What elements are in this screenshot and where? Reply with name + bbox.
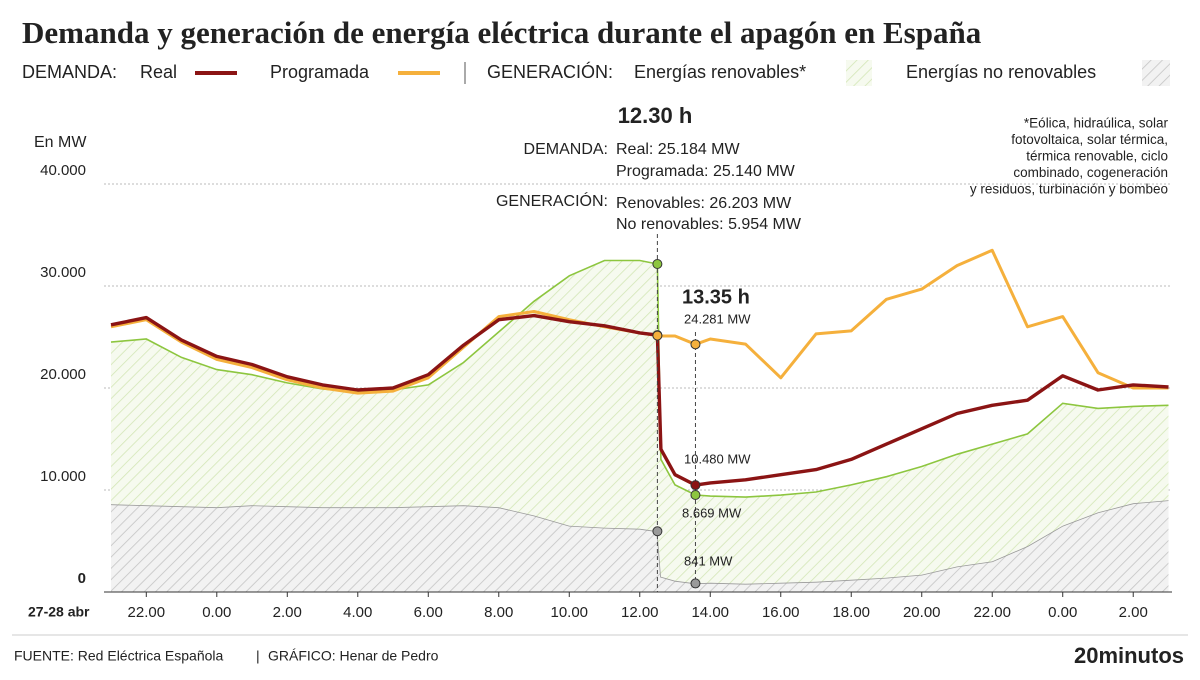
annotation-time: 13.35 h <box>682 286 750 308</box>
line <box>110 313 1169 487</box>
legend-label: Real <box>140 62 177 82</box>
x-tick-label: 20.00 <box>903 604 941 621</box>
annotation: Programada: 25.140 MW <box>616 163 796 180</box>
x-axis-label: 27-28 abr <box>28 604 90 620</box>
dots <box>652 258 701 589</box>
annotation: DEMANDA: <box>524 141 608 158</box>
annotation: 8.669 MW <box>682 505 742 520</box>
x-tick-label: 18.00 <box>832 604 870 621</box>
x-tick-label: 0.00 <box>1048 604 1077 621</box>
legend-group: GENERACIÓN: <box>487 61 613 82</box>
area <box>111 260 1169 584</box>
footnote-line: térmica renovable, ciclo <box>1026 149 1168 164</box>
footnote-line: *Eólica, hidraúlica, solar <box>1024 116 1169 131</box>
annotation: GENERACIÓN: <box>496 191 608 210</box>
y-axis-label: En MW <box>34 134 87 151</box>
legend-swatch <box>846 60 872 86</box>
point <box>652 526 663 537</box>
x-tick-label: 2.00 <box>273 604 302 621</box>
source: FUENTE: Red Eléctrica Española <box>14 648 224 664</box>
point <box>690 339 701 350</box>
chart-title: Demanda y generación de energía eléctric… <box>22 15 982 50</box>
annotation: No renovables: 5.954 MW <box>616 216 802 233</box>
x-tick-label: 12.00 <box>621 604 659 621</box>
annotation-time: 12.30 h <box>618 103 693 128</box>
x-tick-label: 10.00 <box>550 604 588 621</box>
annotation: 10.480 MW <box>684 451 751 466</box>
point <box>690 489 701 500</box>
y-tick-label: 0 <box>78 570 86 587</box>
x-tick-label: 14.00 <box>691 604 729 621</box>
x-tick-label: 4.00 <box>343 604 372 621</box>
brand: 20minutos <box>1074 643 1184 668</box>
y-tick-label: 20.000 <box>40 366 86 383</box>
point <box>690 578 701 589</box>
footer-separator: | <box>256 648 260 664</box>
y-tick-label: 10.000 <box>40 468 86 485</box>
point <box>690 480 701 491</box>
x-tick-label: 8.00 <box>484 604 513 621</box>
y-tick-label: 40.000 <box>40 162 86 179</box>
point <box>652 258 663 269</box>
x-tick-label: 22.00 <box>973 604 1011 621</box>
x-tick-label: 6.00 <box>414 604 443 621</box>
legend-swatch <box>1142 60 1170 86</box>
legend-label: Programada <box>270 62 370 82</box>
x-tick-label: 2.00 <box>1119 604 1148 621</box>
x-tick-label: 0.00 <box>202 604 231 621</box>
guides <box>656 234 696 592</box>
y-tick-label: 30.000 <box>40 264 86 281</box>
areas <box>110 259 1169 592</box>
footnote-line: combinado, cogeneración <box>1013 165 1168 180</box>
credit: GRÁFICO: Henar de Pedro <box>268 648 439 664</box>
area <box>111 500 1169 592</box>
annotation: Real: 25.184 MW <box>616 141 741 158</box>
annotation: 841 MW <box>684 553 733 568</box>
footnote-line: fotovoltaica, solar térmica, <box>1011 132 1168 147</box>
footnote-line: y residuos, turbinación y bombeo <box>970 182 1168 197</box>
legend-label: Energías renovables* <box>634 62 806 82</box>
annotation: Renovables: 26.203 MW <box>616 195 792 212</box>
x-tick-label: 16.00 <box>762 604 800 621</box>
x-axis: 22.00 0.00 2.00 4.00 6.00 8.00 10.00 12.00 14.00… <box>104 591 1172 621</box>
x-tick-label: 22.00 <box>128 604 166 621</box>
annotation: 24.281 MW <box>684 311 751 326</box>
legend-group: DEMANDA: <box>22 62 117 82</box>
point <box>652 330 663 341</box>
footnote: *Eólica, hidraúlica, solarfotovoltaica, … <box>970 116 1169 197</box>
legend-label: Energías no renovables <box>906 62 1096 82</box>
